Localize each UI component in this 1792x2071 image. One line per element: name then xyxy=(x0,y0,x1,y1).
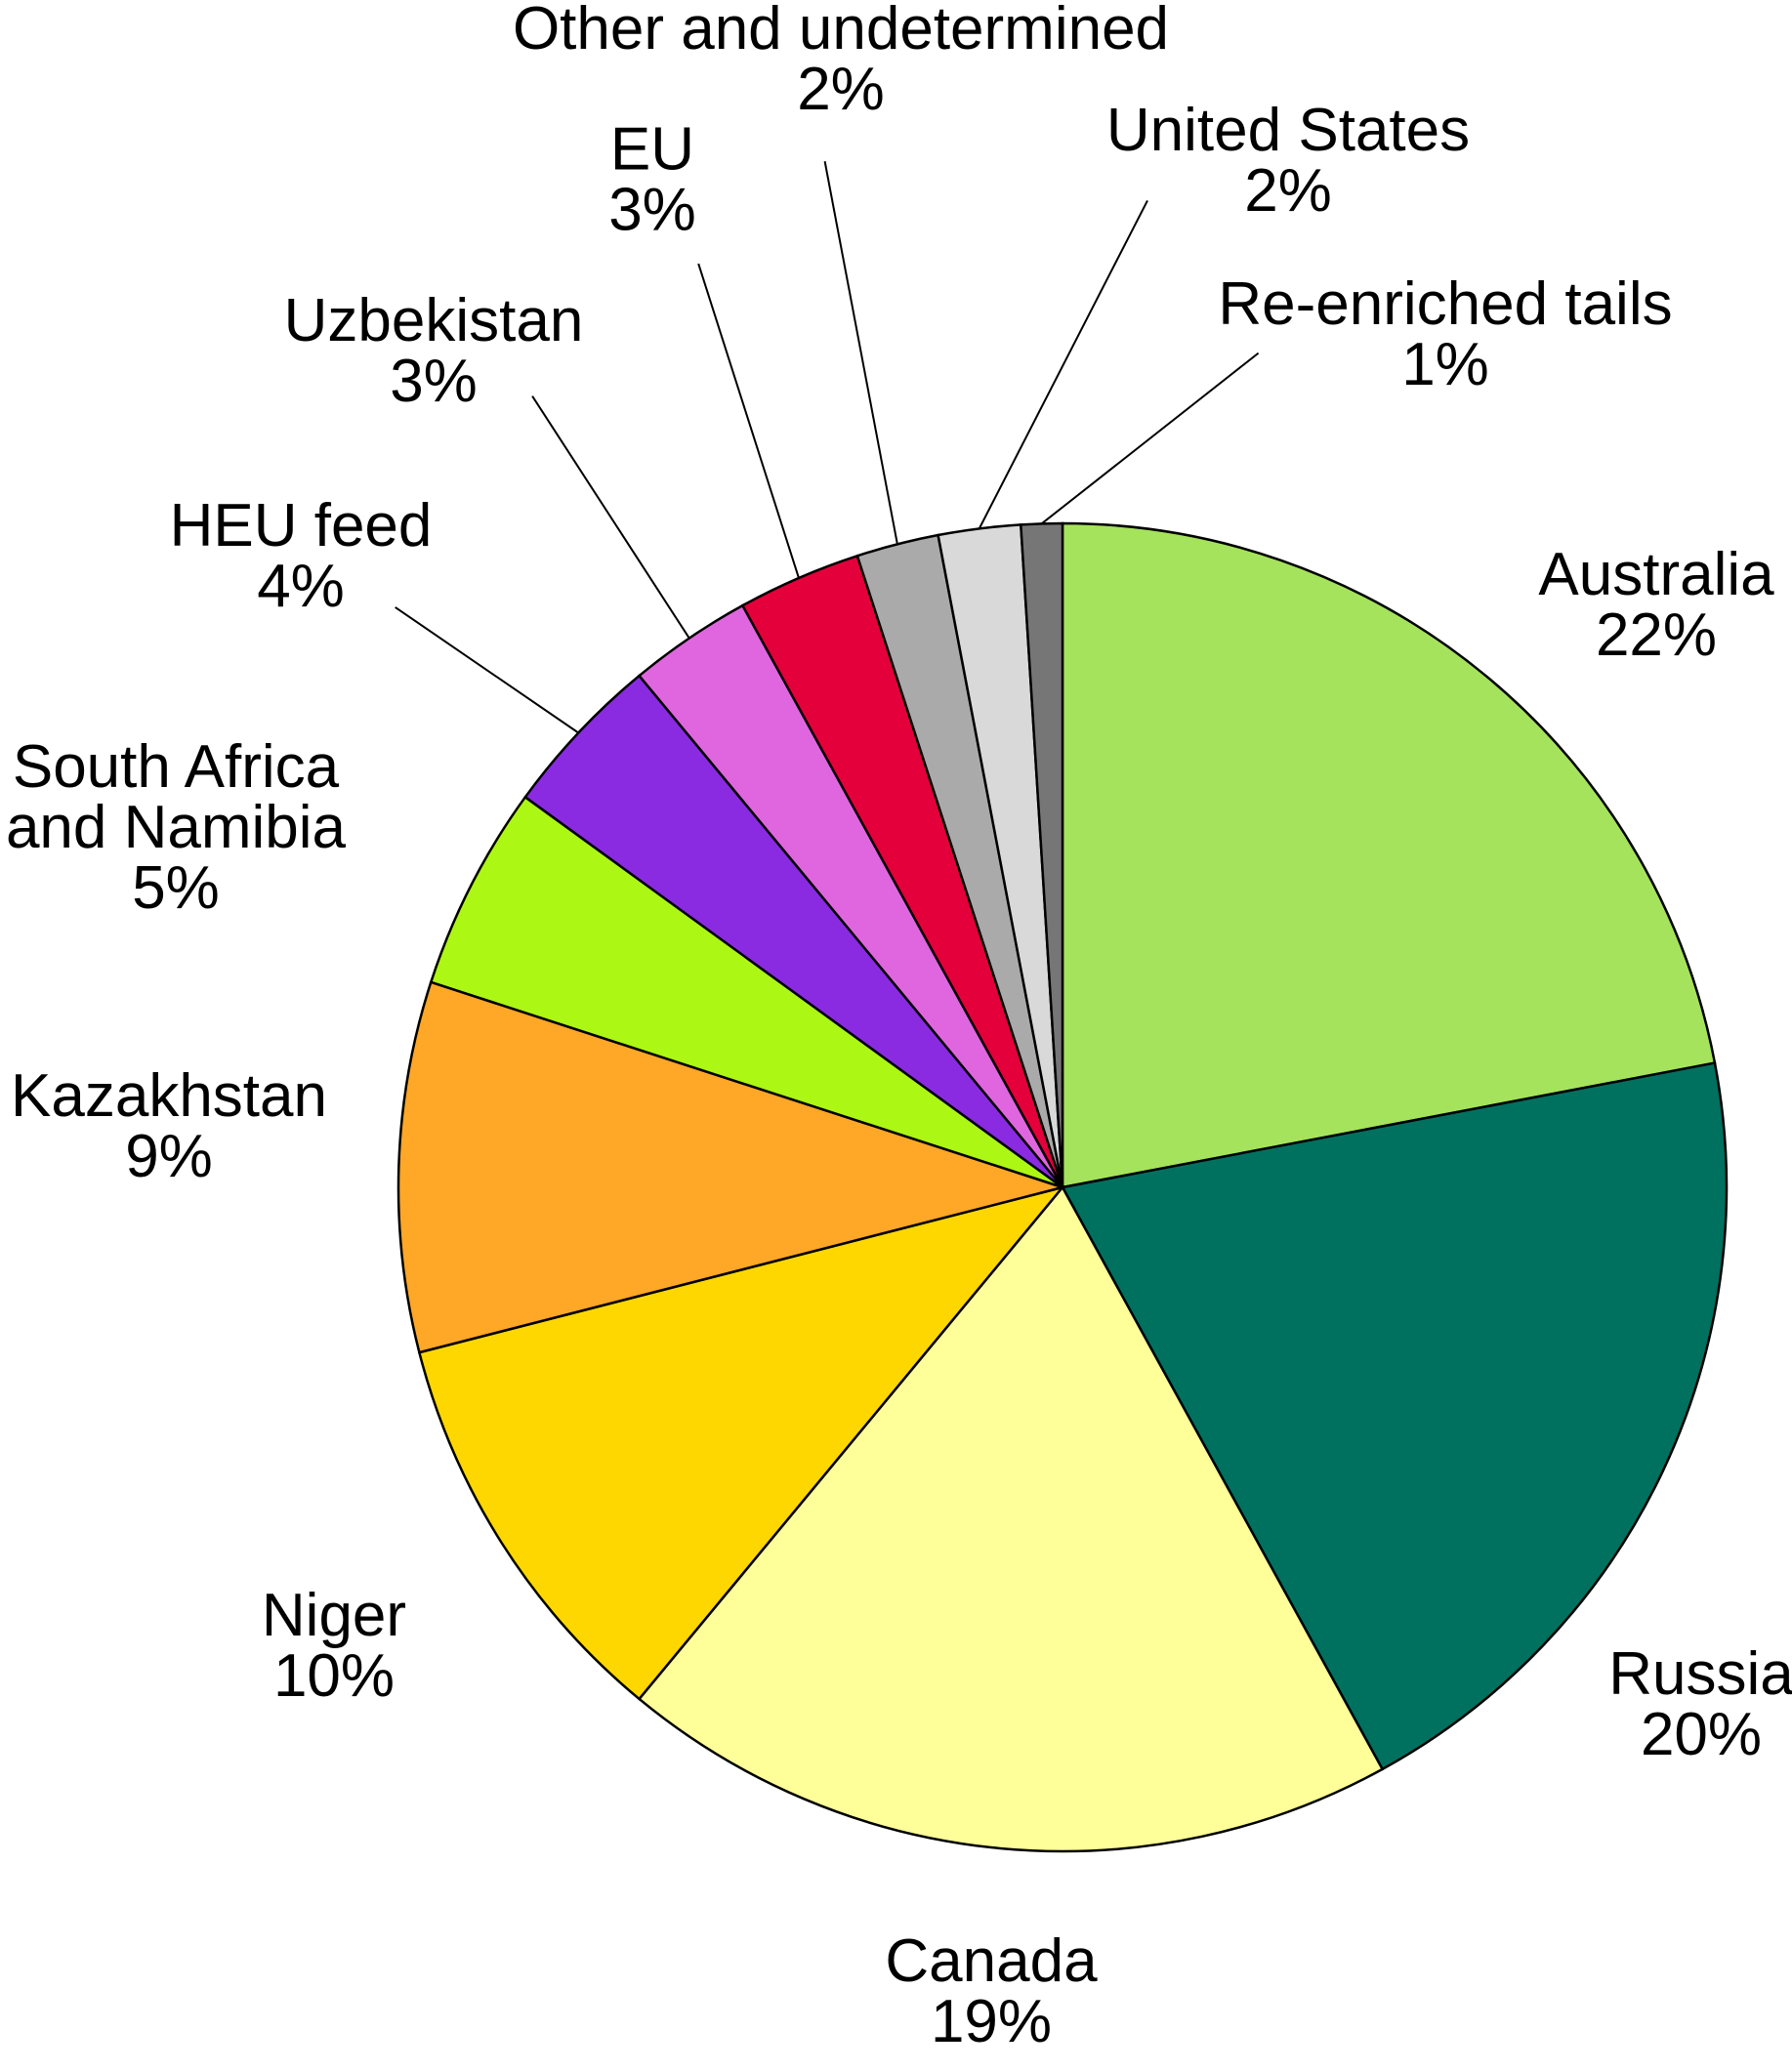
svg-text:22%: 22% xyxy=(1596,601,1717,669)
svg-text:Kazakhstan: Kazakhstan xyxy=(11,1062,327,1130)
svg-text:South Africa: South Africa xyxy=(13,733,340,801)
svg-text:1%: 1% xyxy=(1401,331,1489,398)
svg-text:Re-enriched tails: Re-enriched tails xyxy=(1218,270,1672,338)
svg-text:Australia: Australia xyxy=(1538,541,1774,608)
svg-text:HEU feed: HEU feed xyxy=(170,492,433,559)
svg-text:Uzbekistan: Uzbekistan xyxy=(284,287,584,354)
svg-text:9%: 9% xyxy=(125,1123,213,1190)
svg-text:Canada: Canada xyxy=(885,1927,1098,1995)
svg-text:United States: United States xyxy=(1106,97,1470,164)
svg-text:Other and undetermined: Other and undetermined xyxy=(513,0,1169,62)
svg-text:4%: 4% xyxy=(257,553,345,620)
svg-text:and Namibia: and Namibia xyxy=(6,794,347,861)
svg-text:3%: 3% xyxy=(390,348,478,415)
svg-text:Niger: Niger xyxy=(262,1582,406,1649)
svg-text:2%: 2% xyxy=(1244,157,1332,225)
svg-text:Russia: Russia xyxy=(1608,1640,1792,1708)
svg-text:3%: 3% xyxy=(608,177,696,244)
svg-text:19%: 19% xyxy=(931,1988,1052,2055)
svg-text:20%: 20% xyxy=(1641,1701,1762,1768)
svg-text:10%: 10% xyxy=(273,1642,395,1710)
svg-text:2%: 2% xyxy=(797,56,885,123)
svg-text:5%: 5% xyxy=(132,854,220,922)
svg-text:EU: EU xyxy=(610,116,694,184)
